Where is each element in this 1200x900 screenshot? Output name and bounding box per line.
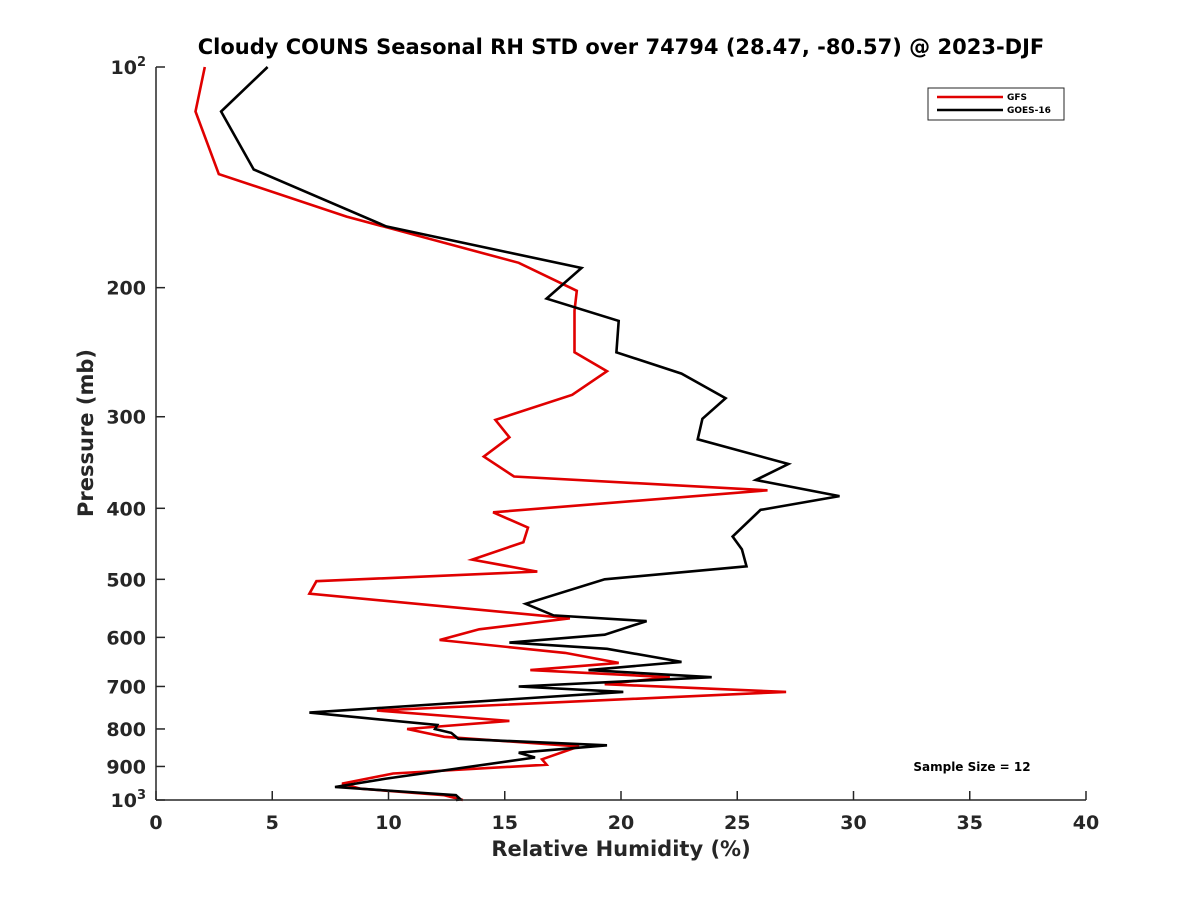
y-tick-label: 300 — [106, 407, 146, 429]
legend: GFS GOES-16 — [927, 87, 1065, 121]
series-line-goes16 — [219, 66, 840, 802]
y-tick-label: 500 — [106, 569, 146, 591]
legend-label-goes16: GOES-16 — [1007, 106, 1051, 116]
x-tick-label: 40 — [1073, 812, 1099, 834]
legend-label-gfs: GFS — [1007, 93, 1027, 103]
x-tick-label: 15 — [492, 812, 518, 834]
y-axis-label: Pressure (mb) — [74, 349, 98, 517]
y-tick-label: 400 — [106, 498, 146, 520]
plot-area — [156, 67, 1086, 800]
x-tick-label: 25 — [724, 812, 750, 834]
x-tick-label: 30 — [840, 812, 866, 834]
y-tick-label: 600 — [106, 627, 146, 649]
y-tick-label: 700 — [106, 676, 146, 698]
x-tick-label: 5 — [266, 812, 279, 834]
legend-box — [927, 87, 1065, 121]
chart-title: Cloudy COUNS Seasonal RH STD over 74794 … — [198, 35, 1045, 59]
y-tick-label: 103 — [111, 788, 147, 812]
y-tick-label: 200 — [106, 278, 146, 300]
y-tick-label: 800 — [106, 719, 146, 741]
y-tick-label: 900 — [106, 756, 146, 778]
x-tick-label: 20 — [608, 812, 634, 834]
x-tick-label: 0 — [149, 812, 162, 834]
y-ticks: 102 200 300 400 500 600 700 800 900 103 — [106, 55, 165, 812]
x-tick-label: 10 — [375, 812, 401, 834]
x-tick-label: 35 — [957, 812, 983, 834]
series-layer — [194, 66, 840, 802]
sample-size-annotation: Sample Size = 12 — [913, 760, 1030, 774]
x-ticks: 0 5 10 15 20 25 30 35 40 — [149, 791, 1099, 834]
x-axis-label: Relative Humidity (%) — [491, 837, 750, 861]
y-tick-label: 102 — [111, 55, 147, 79]
